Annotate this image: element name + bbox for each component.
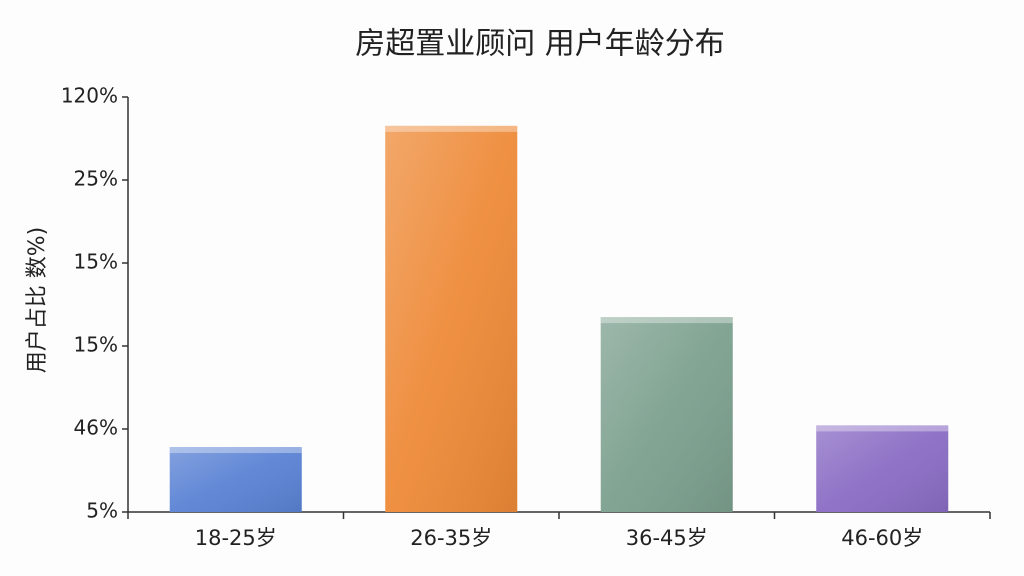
y-tick-label: 5% bbox=[86, 499, 118, 523]
y-tick-label: 15% bbox=[74, 333, 118, 357]
y-tick-label: 46% bbox=[74, 416, 118, 440]
x-tick-label: 18-25岁 bbox=[195, 526, 277, 550]
y-axis-label: 用户占比 数%) bbox=[25, 227, 50, 373]
y-tick-label: 120% bbox=[61, 84, 118, 108]
bar-cap bbox=[169, 447, 302, 454]
x-tick-label: 26-35岁 bbox=[410, 526, 492, 550]
bar-shine bbox=[816, 425, 949, 512]
bar-shine bbox=[169, 447, 302, 512]
bar-cap bbox=[385, 125, 518, 132]
bar-shine bbox=[600, 317, 733, 512]
bar-cap bbox=[816, 425, 949, 432]
x-tick-label: 46-60岁 bbox=[841, 526, 923, 550]
chart-title: 房超置业顾问 用户年龄分布 bbox=[355, 27, 725, 62]
x-tick-label: 36-45岁 bbox=[626, 526, 708, 550]
bar-cap bbox=[600, 317, 733, 324]
bar-shine bbox=[385, 125, 518, 512]
y-tick-label: 25% bbox=[74, 167, 118, 191]
y-tick-label: 15% bbox=[74, 250, 118, 274]
